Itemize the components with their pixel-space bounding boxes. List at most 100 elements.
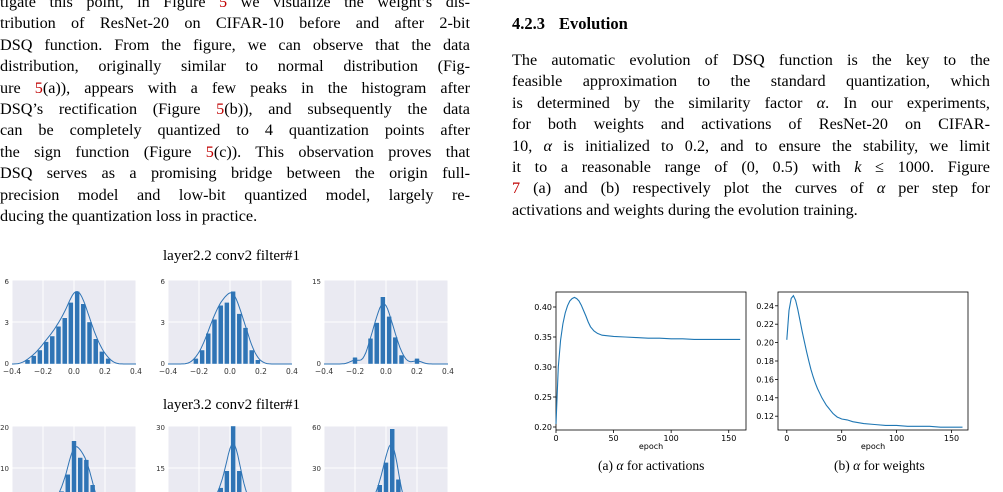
figure-ref-link[interactable]: 5	[35, 79, 43, 97]
y-tick-label: 3	[161, 319, 165, 327]
y-tick-label: 30	[312, 465, 321, 473]
x-axis-label: epoch	[639, 442, 663, 451]
text-segment: (a) and (b) respectively plot the curves…	[520, 179, 877, 197]
text-segment: ure	[0, 79, 35, 97]
figure-ref-link[interactable]: 7	[512, 179, 520, 197]
text-line: feasible approximation to the standard q…	[512, 71, 990, 92]
text-segment: DSQ function. From the figure, we can ob…	[0, 36, 470, 54]
x-tick-label: 0.2	[99, 367, 111, 376]
y-tick-label: 3	[5, 319, 9, 327]
x-tick-label: 100	[664, 434, 679, 443]
text-segment: The automatic evolution of DSQ function …	[512, 51, 990, 69]
histogram-bar	[237, 471, 242, 492]
text-line: tribution of ResNet-20 on CIFAR-10 befor…	[0, 13, 470, 34]
y-tick-label: 0.35	[534, 333, 552, 342]
text-segment: per step for	[885, 179, 990, 197]
figure7a-caption: (a) α for activations	[598, 458, 704, 474]
text-segment: . In our experiments,	[825, 94, 990, 112]
text-line: distribution, originally similar to norm…	[0, 56, 470, 77]
x-tick-label: 0.2	[411, 367, 423, 376]
text-line: DSQ serves as a promising bridge between…	[0, 163, 470, 184]
x-tick-label: 100	[889, 434, 904, 443]
text-segment: can be completely quantized to 4 quantiz…	[0, 121, 470, 139]
section-title: Evolution	[559, 14, 628, 33]
text-line: ducing the quantization loss in practice…	[0, 206, 470, 227]
histogram-bar	[62, 318, 67, 364]
histogram-bar	[200, 350, 205, 364]
histogram-bar	[237, 314, 242, 364]
histogram-bar	[249, 350, 254, 364]
text-segment: (c)). This observation proves that	[214, 143, 470, 161]
x-tick-label: 0.0	[380, 367, 392, 376]
text-line: ure 5(a)), appears with a few peaks in t…	[0, 78, 470, 99]
histogram-bar	[84, 460, 89, 492]
y-tick-label: 0.22	[756, 320, 774, 329]
text-line: precision model and low-bit quantized mo…	[0, 185, 470, 206]
histogram-bar	[81, 304, 86, 364]
text-segment: for both weights and activations of ResN…	[512, 115, 990, 133]
text-segment: distribution, originally similar to norm…	[0, 57, 470, 75]
section-heading: 4.2.3 Evolution	[512, 14, 628, 34]
figure7b-caption: (b) α for weights	[834, 458, 925, 474]
histogram-bar	[387, 316, 392, 364]
text-segment: the sign function (Figure	[0, 143, 206, 161]
plot-frame	[778, 292, 968, 430]
histogram-bar	[393, 337, 398, 364]
histogram-bar	[374, 323, 379, 364]
text-segment: with	[798, 158, 854, 176]
text-segment: we visualize the weight’s dis-	[227, 0, 470, 11]
histogram-bar	[212, 319, 217, 364]
caption-a-prefix: (a)	[598, 458, 616, 473]
text-segment: is determined by the similarity factor	[512, 94, 817, 112]
x-tick-label: 50	[837, 434, 847, 443]
x-tick-label: −0.2	[346, 367, 364, 376]
figure-ref-link[interactable]: 5	[219, 0, 227, 11]
y-tick-label: 15	[156, 465, 165, 473]
x-tick-label: 0.4	[286, 367, 298, 376]
text-line: is determined by the similarity factor α…	[512, 93, 990, 114]
histogram-bar	[65, 474, 70, 492]
histogram-bar	[56, 326, 61, 364]
histogram-bar	[44, 342, 49, 364]
text-segment: (0, 0.5)	[741, 158, 798, 176]
y-tick-label: 15	[312, 278, 321, 286]
histogram-bar	[31, 356, 36, 364]
histogram-bar	[390, 429, 395, 492]
series-line	[556, 297, 740, 424]
x-tick-label: 150	[944, 434, 959, 443]
y-tick-label: 6	[161, 278, 166, 286]
text-line: 10, α is initialized to 0.2, and to ensu…	[512, 136, 990, 157]
x-tick-label: −0.4	[315, 367, 333, 376]
math-symbol: α	[817, 94, 826, 112]
x-tick-label: 0.2	[255, 367, 267, 376]
math-symbol: α	[877, 179, 886, 197]
x-tick-label: −0.4	[3, 367, 21, 376]
series-line	[787, 296, 963, 428]
y-tick-label: 0.25	[534, 393, 552, 402]
histogram-bar	[399, 355, 404, 364]
y-tick-label: 0.16	[756, 375, 774, 384]
histogram-panel: 30 15	[156, 424, 292, 492]
text-segment: tigate this point, in Figure	[0, 0, 219, 11]
text-line: it to a reasonable range of (0, 0.5) wit…	[512, 157, 990, 178]
x-tick-label: 0	[784, 434, 789, 443]
text-segment: tribution of ResNet-20 on CIFAR-10 befor…	[0, 14, 470, 32]
y-tick-label: 30	[156, 424, 165, 432]
text-segment: DSQ’s rectification (Figure	[0, 100, 216, 118]
histogram-bar	[224, 302, 229, 364]
histogram-bar	[218, 305, 223, 364]
figure-ref-link[interactable]: 5	[206, 143, 214, 161]
text-segment: (a)), appears with a few peaks in the hi…	[43, 79, 470, 97]
figure5-row1-title: layer2.2 conv2 filter#1	[163, 248, 300, 265]
y-tick-label: 0.24	[756, 302, 774, 311]
section-number: 4.2.3	[512, 14, 545, 33]
x-tick-label: 0.4	[442, 367, 454, 376]
histogram-bar	[206, 333, 211, 364]
